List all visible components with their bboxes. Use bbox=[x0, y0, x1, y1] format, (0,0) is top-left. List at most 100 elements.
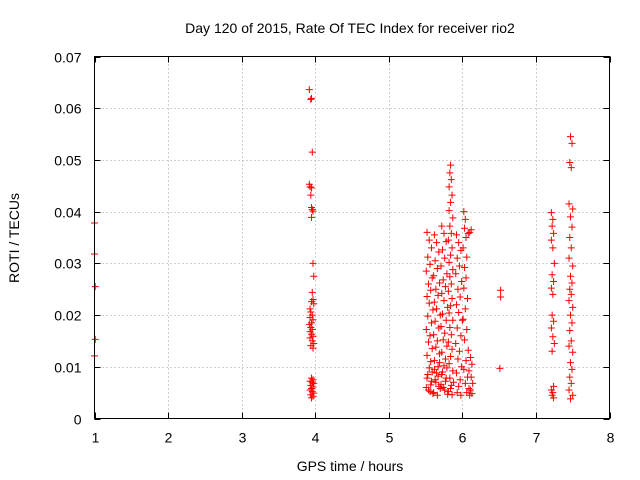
data-point bbox=[445, 258, 453, 266]
data-point bbox=[433, 391, 441, 399]
data-point bbox=[427, 358, 435, 366]
data-point bbox=[305, 86, 313, 94]
data-point bbox=[547, 324, 555, 332]
data-point bbox=[457, 391, 465, 399]
data-point bbox=[309, 207, 317, 215]
data-point bbox=[455, 262, 463, 270]
data-point bbox=[569, 348, 577, 356]
y-tick-label: 0.07 bbox=[54, 50, 81, 66]
data-point bbox=[430, 389, 438, 397]
data-point bbox=[461, 379, 469, 387]
data-point bbox=[462, 234, 470, 241]
data-point bbox=[452, 301, 460, 309]
data-point bbox=[548, 347, 556, 355]
data-point bbox=[428, 345, 436, 353]
x-tick-label: 5 bbox=[386, 430, 394, 446]
data-point bbox=[308, 374, 316, 382]
data-point bbox=[438, 348, 446, 356]
data-point bbox=[456, 376, 464, 384]
gridlines bbox=[94, 56, 610, 419]
data-point bbox=[441, 377, 449, 385]
data-point bbox=[496, 364, 504, 372]
data-point bbox=[464, 295, 472, 303]
y-tick-label: 0.01 bbox=[54, 360, 81, 376]
data-point bbox=[447, 302, 455, 310]
data-point bbox=[425, 386, 433, 394]
data-point bbox=[430, 298, 438, 306]
data-point bbox=[436, 385, 444, 393]
chart-title: Day 120 of 2015, Rate Of TEC Index for r… bbox=[185, 20, 515, 36]
data-point bbox=[310, 300, 318, 308]
data-point bbox=[436, 359, 444, 367]
data-point bbox=[567, 379, 575, 387]
data-point bbox=[445, 207, 453, 215]
data-point bbox=[433, 239, 441, 247]
data-point bbox=[447, 385, 455, 393]
data-point bbox=[448, 244, 456, 252]
data-point bbox=[436, 279, 444, 287]
data-point bbox=[430, 365, 438, 373]
data-point bbox=[457, 332, 465, 340]
data-point bbox=[308, 388, 316, 396]
data-point bbox=[91, 335, 99, 343]
data-point bbox=[443, 270, 451, 278]
data-point bbox=[438, 246, 446, 254]
data-point bbox=[452, 340, 460, 348]
data-point bbox=[448, 295, 456, 303]
data-point bbox=[448, 191, 456, 199]
data-point bbox=[444, 338, 452, 346]
y-tick-labels: 0 0.01 0.02 0.03 0.04 0.05 0.06 0.07 bbox=[54, 50, 81, 428]
data-point bbox=[452, 369, 460, 377]
x-tick-label: 7 bbox=[533, 430, 541, 446]
data-point bbox=[568, 365, 576, 373]
data-point bbox=[447, 161, 455, 169]
data-point bbox=[455, 308, 463, 316]
data-point bbox=[440, 229, 448, 237]
data-point bbox=[465, 367, 473, 375]
data-point bbox=[437, 322, 445, 330]
data-point bbox=[445, 183, 453, 191]
data-point bbox=[309, 344, 317, 352]
data-point bbox=[568, 139, 576, 147]
data-point bbox=[567, 290, 575, 298]
data-point bbox=[305, 320, 313, 328]
data-point bbox=[444, 236, 452, 244]
data-point bbox=[444, 303, 452, 311]
y-tick-label: 0 bbox=[74, 412, 82, 428]
data-point bbox=[464, 346, 472, 354]
data-point bbox=[439, 383, 447, 391]
data-point bbox=[565, 200, 573, 208]
data-point bbox=[307, 95, 315, 103]
y-tick-label: 0.02 bbox=[54, 308, 81, 324]
data-point bbox=[449, 266, 457, 274]
x-tick-label: 8 bbox=[607, 430, 615, 446]
data-point bbox=[569, 262, 577, 270]
data-point bbox=[548, 311, 556, 319]
data-point bbox=[424, 312, 432, 320]
data-point bbox=[430, 357, 438, 365]
data-point bbox=[461, 263, 469, 271]
x-tick-label: 3 bbox=[239, 430, 247, 446]
data-point bbox=[448, 391, 456, 399]
data-point bbox=[306, 183, 314, 191]
x-tick-label: 2 bbox=[165, 430, 173, 446]
data-point bbox=[445, 360, 453, 368]
data-point bbox=[437, 262, 445, 270]
data-point bbox=[468, 390, 476, 398]
data-point bbox=[309, 259, 317, 267]
data-point bbox=[422, 326, 430, 334]
y-tick-label: 0.06 bbox=[54, 101, 81, 117]
data-point bbox=[569, 205, 577, 213]
data-point bbox=[308, 288, 316, 296]
data-point bbox=[309, 316, 317, 324]
data-point bbox=[550, 340, 558, 348]
data-point bbox=[438, 222, 446, 230]
data-point bbox=[454, 355, 462, 363]
data-point bbox=[453, 324, 461, 332]
data-point bbox=[547, 284, 555, 292]
data-point bbox=[431, 317, 439, 325]
data-point bbox=[566, 327, 574, 335]
data-point bbox=[308, 378, 316, 386]
data-point bbox=[308, 184, 316, 192]
data-point bbox=[455, 382, 463, 390]
